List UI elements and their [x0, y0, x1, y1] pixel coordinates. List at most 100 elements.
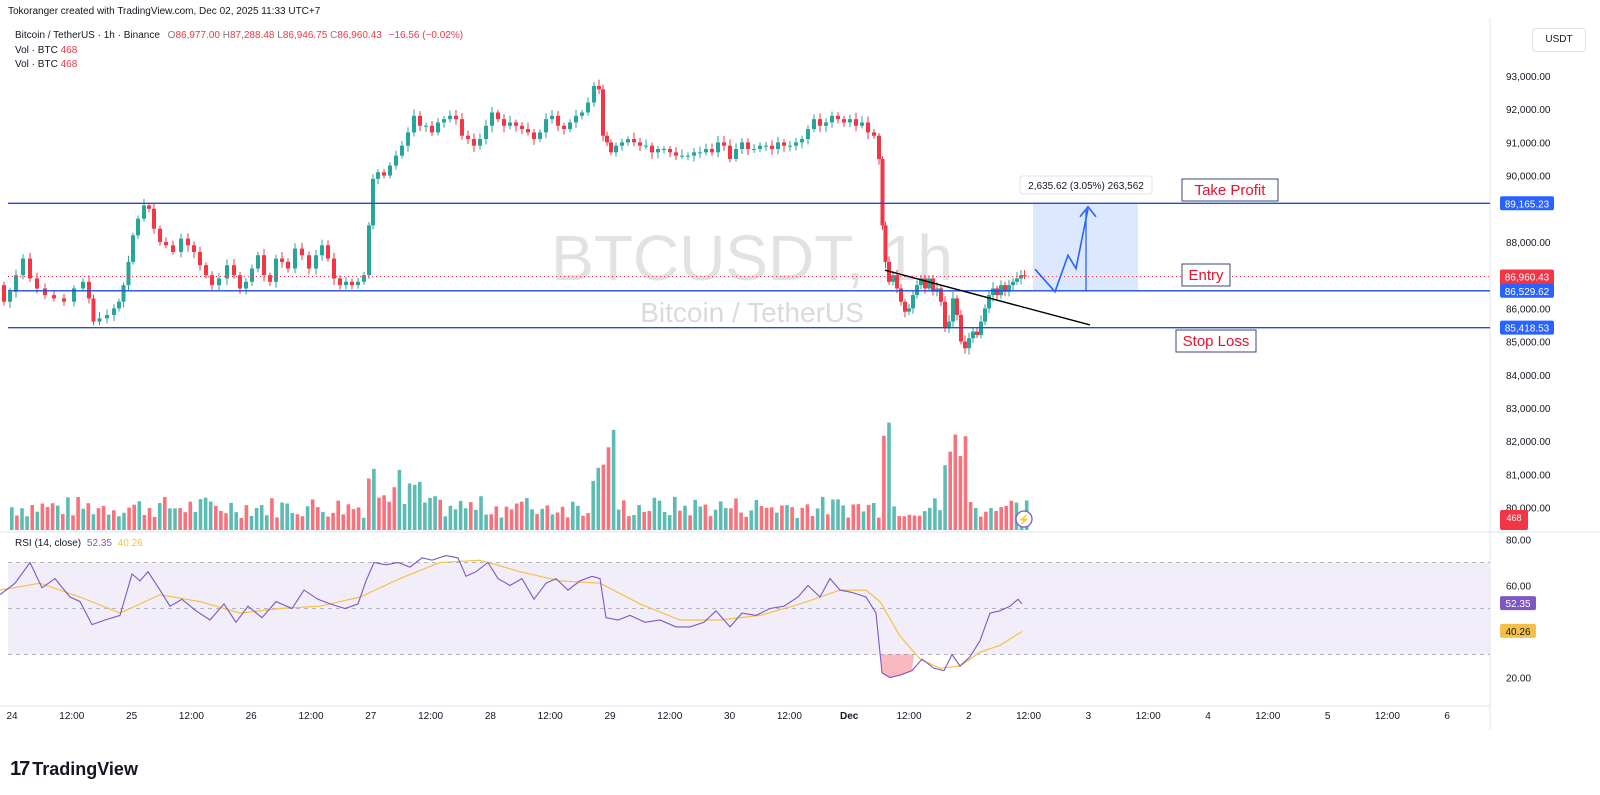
- candle-body: [72, 288, 76, 302]
- rsi-value-badge-label: 52.35: [1505, 599, 1530, 610]
- candle-body: [788, 145, 792, 147]
- candle-body: [710, 149, 714, 153]
- x-tick-label: 26: [246, 711, 258, 722]
- entry-box: [1181, 263, 1231, 287]
- candle-body: [880, 158, 885, 226]
- symbol-title[interactable]: Bitcoin / TetherUS · 1h · Binance: [15, 30, 160, 41]
- candle-body: [210, 275, 214, 286]
- candle-body: [406, 132, 410, 146]
- volume-bar: [469, 502, 473, 530]
- candle-body: [586, 102, 590, 113]
- x-tick-label: 5: [1325, 711, 1331, 722]
- candle-body: [626, 139, 630, 143]
- volume-bar: [494, 506, 499, 530]
- volume-bar: [188, 501, 193, 530]
- candle-body: [544, 119, 548, 133]
- rsi-legend[interactable]: RSI (14, close) 52.35 40.26: [15, 538, 143, 549]
- volume-bar: [846, 517, 850, 530]
- y-tick-label: 91,000.00: [1506, 138, 1551, 149]
- candle-body: [927, 278, 931, 289]
- candle-body: [217, 278, 221, 286]
- candle-body: [794, 142, 798, 146]
- volume-bar: [183, 512, 187, 530]
- volume-bar: [280, 502, 284, 530]
- y-tick-label: 86,000.00: [1506, 304, 1551, 315]
- volume-bar: [994, 510, 998, 530]
- volume-bar: [1004, 505, 1009, 530]
- volume-bar: [402, 503, 407, 530]
- volume-bar: [147, 508, 152, 530]
- candle-body: [686, 155, 690, 157]
- volume-bar: [948, 451, 952, 530]
- x-tick-label: 12:00: [298, 711, 323, 722]
- rsi-tick-label: 60.00: [1506, 582, 1531, 593]
- volume-bar: [316, 507, 320, 530]
- x-tick-label: 12:00: [657, 711, 682, 722]
- volume-bar: [418, 481, 422, 530]
- candle-body: [424, 125, 428, 127]
- volume-bar: [871, 503, 876, 530]
- candle-body: [854, 119, 858, 126]
- y-tick-label: 83,000.00: [1506, 404, 1551, 415]
- volume-bar: [820, 496, 825, 530]
- candle-body: [883, 225, 888, 262]
- volume-bar: [922, 511, 927, 530]
- volume-bar: [963, 436, 968, 530]
- volume-bar: [50, 503, 55, 530]
- candle-body: [192, 245, 196, 252]
- candle-body: [620, 142, 624, 146]
- volume-bar: [535, 514, 539, 530]
- volume-bar: [540, 508, 544, 530]
- volume-legend-2[interactable]: Vol · BTC 468: [15, 59, 77, 70]
- candle-body: [142, 205, 146, 219]
- volume-bar: [356, 507, 361, 530]
- volume-bar: [229, 502, 233, 530]
- volume-bar: [310, 499, 315, 530]
- take-profit-label: Take Profit: [1195, 182, 1267, 199]
- trendline: [884, 269, 1091, 326]
- volume-bar: [708, 516, 713, 530]
- volume-bar: [718, 501, 723, 530]
- candle-body: [164, 241, 168, 246]
- candle-body: [204, 265, 208, 276]
- volume-bar: [831, 499, 835, 530]
- volume-badge-label: 468: [1506, 513, 1521, 523]
- volume-bar: [703, 504, 708, 530]
- candle-body: [919, 278, 923, 286]
- candle-body: [752, 149, 756, 151]
- candle-body: [152, 208, 156, 229]
- x-tick-label: Dec: [840, 711, 859, 722]
- replay-icon-glyph: ⚡: [1018, 513, 1030, 526]
- take-profit-line-price: 89,165.23: [1505, 199, 1550, 210]
- volume-legend-1[interactable]: Vol · BTC 468: [15, 45, 77, 56]
- candle-body: [680, 155, 684, 157]
- volume-bar: [484, 514, 488, 530]
- volume-bar: [361, 517, 366, 530]
- candle-body: [382, 172, 386, 176]
- candle-body: [609, 142, 613, 153]
- entry-line-price: 86,529.62: [1505, 287, 1550, 298]
- candle-body: [911, 295, 915, 309]
- candle-body: [472, 139, 476, 146]
- volume-bar: [106, 514, 111, 530]
- y-tick-label: 80,000.00: [1506, 504, 1551, 515]
- candle-body: [764, 145, 768, 147]
- projection-path: [1034, 208, 1089, 294]
- volume-bar: [530, 509, 534, 530]
- candle-body: [1015, 278, 1019, 282]
- candle-body: [776, 142, 780, 150]
- candle-body: [117, 301, 121, 309]
- candle-body: [526, 129, 530, 133]
- candle-body: [674, 152, 678, 156]
- candle-body: [326, 245, 330, 259]
- volume-bar: [611, 429, 616, 530]
- candle-body: [62, 298, 66, 302]
- volume-bar: [759, 506, 764, 530]
- volume-bar: [627, 516, 631, 530]
- tradingview-logo[interactable]: 17 TradingView: [10, 758, 138, 781]
- currency-button[interactable]: USDT: [1532, 28, 1586, 52]
- volume-bar: [897, 516, 901, 530]
- candle-body: [502, 119, 506, 126]
- volume-bar: [163, 496, 167, 530]
- ohlc-l-label: L: [277, 30, 283, 41]
